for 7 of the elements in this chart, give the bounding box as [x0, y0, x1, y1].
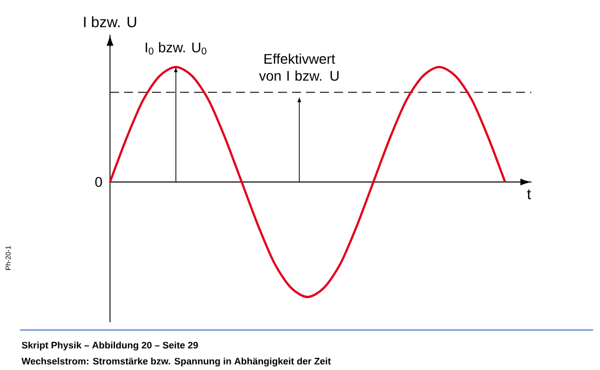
text: Wechselstrom: Stromstärke bzw. Spannung in Abhängigkeit der Zeit [22, 358, 331, 366]
text: 0 [95, 177, 102, 187]
annotation: I$_{0}$ bzw. U$_{0}$ [146, 42, 206, 54]
y-axis-title: I bzw. U [84, 16, 136, 28]
x-axis-title: t [527, 190, 531, 200]
text: Skript Physik – Abbildung 20 – Seite 29 [22, 342, 198, 350]
annotation: Effektivwert von I bzw. U [259, 54, 339, 81]
